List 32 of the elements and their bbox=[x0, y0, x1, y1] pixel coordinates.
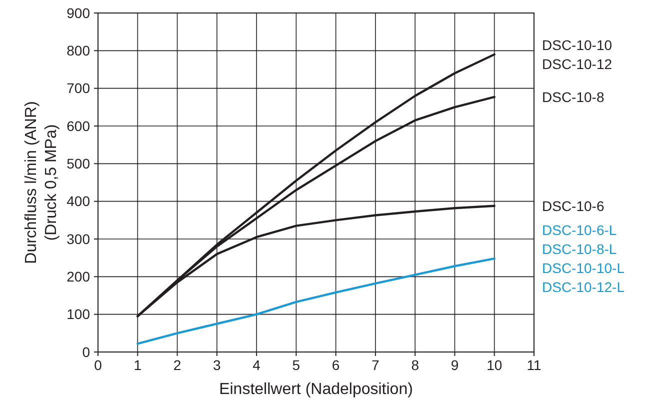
x-tick-label: 0 bbox=[94, 357, 102, 373]
x-tick-label: 9 bbox=[450, 357, 459, 373]
x-tick-label: 5 bbox=[292, 357, 300, 373]
x-axis-title: Einstellwert (Nadelposition) bbox=[219, 381, 413, 398]
x-tick-label: 4 bbox=[252, 357, 261, 373]
y-tick-label: 200 bbox=[66, 268, 90, 285]
x-tick-label: 1 bbox=[134, 357, 142, 373]
x-tick-label: 2 bbox=[173, 357, 182, 373]
x-tick-label: 10 bbox=[486, 357, 502, 373]
y-tick-label: 300 bbox=[66, 230, 90, 247]
x-tick-label: 7 bbox=[372, 357, 380, 373]
y-tick-label: 700 bbox=[66, 80, 90, 96]
y-tick-label: 800 bbox=[66, 42, 90, 59]
y-tick-label: 0 bbox=[82, 344, 90, 360]
x-tick-label: 8 bbox=[411, 357, 420, 373]
text: DSC-10-6-L bbox=[542, 222, 617, 238]
y-tick-label: 500 bbox=[66, 156, 90, 172]
y-tick-label: 600 bbox=[66, 118, 90, 134]
text: DSC-10-10 bbox=[542, 36, 612, 53]
y-tick-label: 400 bbox=[66, 193, 90, 210]
x-tick-label: 6 bbox=[332, 357, 340, 373]
y-tick-label: 100 bbox=[66, 306, 90, 322]
text: DSC-10-12-L bbox=[542, 278, 625, 295]
text: DSC-10-8-L bbox=[542, 240, 617, 257]
text: DSC-10-10-L bbox=[542, 260, 625, 276]
y-axis-title: Durchfluss l/min (ANR) (Druck 0,5 MPa) bbox=[23, 101, 60, 264]
y-tick-label: 900 bbox=[66, 4, 90, 21]
x-tick-label: 11 bbox=[526, 357, 542, 373]
text: DSC-10-8 bbox=[542, 88, 604, 105]
text: DSC-10-6 bbox=[542, 198, 604, 214]
x-tick-label: 3 bbox=[213, 357, 222, 373]
text: DSC-10-12 bbox=[542, 56, 612, 72]
